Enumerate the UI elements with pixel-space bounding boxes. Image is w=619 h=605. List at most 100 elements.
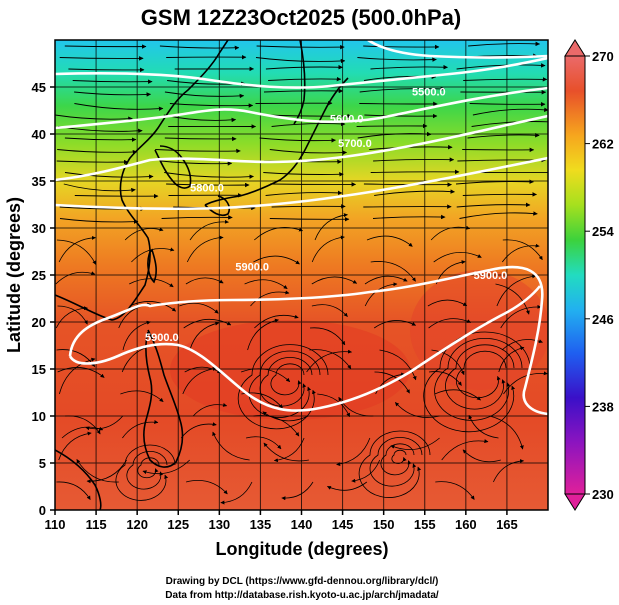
streamline: [428, 371, 462, 386]
x-tick-label: 110: [45, 517, 66, 532]
y-tick-label: 45: [32, 80, 46, 95]
contour-5500-line: [55, 56, 548, 89]
streamline: [259, 137, 336, 143]
streamline: [250, 290, 290, 307]
colorbar-tick-label: 270: [592, 49, 614, 64]
y-tick-label: 0: [39, 503, 46, 518]
streamline: [57, 149, 138, 155]
streamline: [183, 319, 232, 329]
streamline: [59, 56, 144, 61]
streamline: [493, 459, 524, 483]
streamline: [255, 57, 346, 64]
streamline: [265, 190, 343, 196]
streamline: [59, 218, 139, 224]
streamline: [462, 192, 537, 197]
streamline: [366, 235, 413, 247]
streamline: [306, 349, 352, 373]
streamline: [55, 114, 133, 121]
streamline: [390, 437, 440, 450]
coastline-taiwan: [147, 248, 157, 284]
streamline: [85, 415, 124, 431]
streamline: [472, 107, 548, 116]
streamline-eddy: [126, 451, 168, 490]
streamline: [455, 179, 534, 185]
y-tick-label: 25: [32, 268, 46, 283]
streamline: [435, 481, 475, 500]
colorbar-tick-label: 254: [592, 224, 614, 239]
streamline: [269, 216, 350, 222]
x-tick-label: 165: [496, 517, 518, 532]
streamline: [311, 276, 358, 285]
streamline: [61, 426, 104, 439]
streamlines: [55, 41, 548, 505]
streamline: [220, 481, 253, 505]
y-tick-label: 20: [32, 315, 46, 330]
warm-core-west: [170, 320, 410, 420]
streamline: [373, 157, 455, 162]
streamline: [317, 393, 350, 418]
streamline: [364, 275, 408, 285]
streamline: [164, 91, 245, 99]
colorbar-gradient: [564, 55, 586, 495]
streamline: [495, 283, 530, 315]
streamline: [159, 45, 240, 51]
streamline: [58, 431, 92, 461]
streamline: [247, 318, 279, 351]
x-tick-label: 135: [250, 517, 272, 532]
streamline: [189, 321, 220, 351]
streamline: [375, 372, 406, 395]
streamline: [374, 189, 455, 196]
streamline: [468, 414, 499, 439]
streamline: [489, 415, 524, 450]
streamline: [155, 148, 241, 154]
streamline: [431, 349, 465, 376]
streamline: [501, 339, 543, 351]
streamline: [370, 64, 448, 70]
contour-5700-line: [55, 114, 548, 182]
streamline-eddy: [137, 457, 160, 479]
streamline: [161, 215, 233, 220]
streamline: [427, 299, 468, 307]
streamline: [59, 357, 96, 395]
streamline: [459, 211, 538, 219]
contour-labels: 5900.0 5900.0 5900.0 5800.0 5700.0 5600.0 5500…: [145, 86, 507, 343]
streamline: [374, 371, 410, 394]
streamline: [359, 86, 446, 93]
contour-5900-line: [68, 265, 548, 416]
streamline: [185, 479, 228, 495]
contour-label: 5900.0: [145, 332, 179, 344]
streamline: [64, 137, 137, 142]
streamline: [56, 239, 97, 265]
streamline: [120, 390, 164, 403]
y-tick-label: 15: [32, 362, 46, 377]
colorbar-top-extend: [564, 39, 586, 57]
y-axis: 0 5 10 15 20 25 30 35 40 45: [32, 80, 55, 518]
streamline: [363, 44, 440, 50]
streamline: [58, 235, 96, 263]
colorbar-tick-label: 230: [592, 487, 614, 502]
streamline: [184, 366, 222, 374]
y-tick-label: 40: [32, 127, 46, 142]
coastline-sakhalin: [293, 40, 306, 125]
streamline-eddy: [434, 338, 523, 421]
streamline: [55, 271, 96, 285]
colorbar-tick-label: 262: [592, 137, 614, 152]
streamline: [180, 422, 217, 439]
streamline: [74, 91, 152, 97]
streamline: [428, 318, 472, 329]
coastline-kyushu: [204, 195, 231, 217]
streamline: [254, 314, 299, 329]
streamline: [256, 44, 345, 50]
colorbar: 230 238 246 254 262 270: [564, 39, 614, 511]
streamline: [496, 274, 537, 307]
streamline: [314, 213, 348, 241]
x-axis-label: Longitude (degrees): [215, 539, 388, 559]
colorbar-ticks: 230 238 246 254 262 270: [585, 49, 614, 502]
x-tick-label: 120: [126, 517, 148, 532]
streamline: [189, 219, 229, 241]
streamline: [122, 320, 151, 351]
streamline: [370, 261, 416, 282]
plot-area: 5900.0 5900.0 5900.0 5800.0 5700.0 5600.0 5500…: [55, 40, 548, 510]
streamline: [273, 437, 305, 463]
x-tick-label: 150: [373, 517, 395, 532]
